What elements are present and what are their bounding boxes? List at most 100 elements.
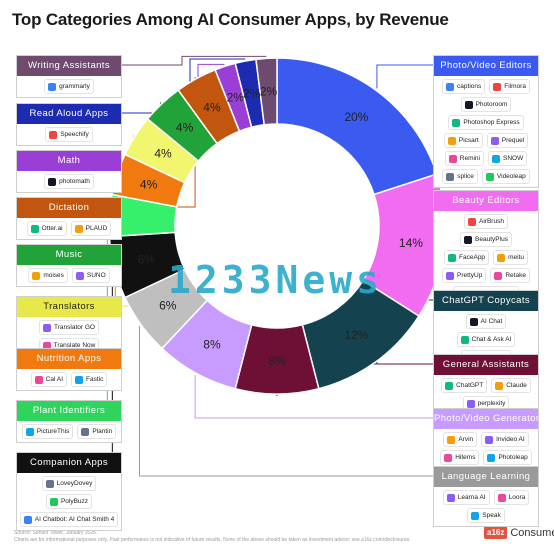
category-title: General Assistants <box>434 355 538 375</box>
app-logo: Picsart <box>443 133 483 148</box>
app-name: Plantin <box>92 428 113 435</box>
category-box-dictation: Dictation Otter.ai PLAUD <box>16 197 122 240</box>
app-icon <box>460 335 469 344</box>
app-icon <box>497 493 506 502</box>
category-apps: Otter.ai PLAUD <box>17 218 121 239</box>
app-name: Chat & Ask AI <box>471 336 512 343</box>
app-logo: SUNO <box>71 268 110 283</box>
app-name: Invideo AI <box>496 436 525 443</box>
app-icon <box>490 136 499 145</box>
slice-label: 4% <box>203 101 221 115</box>
app-icon <box>464 100 473 109</box>
app-icon <box>445 381 454 390</box>
app-logo: moises <box>28 268 68 283</box>
category-apps: Arvin Invideo AI Hitems Photoleap <box>434 429 538 468</box>
category-apps: grammarly <box>17 76 121 97</box>
watermark: 1233News <box>168 258 384 302</box>
app-logo: AI Chat <box>465 314 507 329</box>
app-logo: Photoleap <box>483 450 532 465</box>
app-name: Loora <box>508 494 526 501</box>
app-name: meitu <box>508 254 524 261</box>
slice-label: 20% <box>344 110 368 124</box>
category-title: Writing Assistants <box>17 56 121 76</box>
category-title: Plant Identifiers <box>17 401 121 421</box>
app-icon <box>30 224 39 233</box>
app-name: Fastic <box>86 376 104 383</box>
app-name: Speak <box>482 512 501 519</box>
category-title: Nutrition Apps <box>17 349 121 369</box>
app-name: AI Chatbot: AI Chat Smith 4 <box>34 516 115 523</box>
category-title: Read Aloud Apps <box>17 104 121 124</box>
app-name: grammarly <box>59 83 90 90</box>
app-icon <box>464 235 473 244</box>
app-icon <box>493 82 502 91</box>
slice-label: 4% <box>176 121 194 135</box>
app-logo: PolyBuzz <box>45 494 93 509</box>
app-logo: Chat & Ask AI <box>456 332 516 347</box>
app-name: Retake <box>505 272 526 279</box>
leader-line <box>194 374 433 419</box>
app-logo: AI Chatbot: AI Chat Smith 4 <box>19 512 119 527</box>
app-logo: Claude <box>491 378 531 393</box>
category-apps: moises SUNO <box>17 265 121 286</box>
app-icon <box>448 154 457 163</box>
app-name: SUNO <box>86 272 106 279</box>
category-box-nutrition-apps: Nutrition Apps Cal AI Fastic <box>16 348 122 391</box>
app-icon <box>446 172 455 181</box>
app-icon <box>468 217 477 226</box>
leader-line <box>138 325 433 477</box>
app-icon <box>43 323 52 332</box>
app-icon <box>497 253 506 262</box>
footer-disclaimer: Charts are for informational purposes on… <box>14 537 411 543</box>
app-logo: Videoleap <box>481 169 530 184</box>
app-icon <box>446 493 455 502</box>
app-name: Otter.ai <box>41 225 63 232</box>
app-icon <box>471 511 480 520</box>
app-name: Cal AI <box>45 376 63 383</box>
app-icon <box>49 130 58 139</box>
app-icon <box>444 453 453 462</box>
app-logo: PLAUD <box>70 221 112 236</box>
app-logo: PrettyUp <box>442 268 487 283</box>
app-logo: Speechify <box>45 127 93 142</box>
app-icon <box>466 399 475 408</box>
category-title: Companion Apps <box>17 453 121 473</box>
app-logo: Cal AI <box>30 372 67 387</box>
app-logo: splice <box>442 169 478 184</box>
app-logo: Photoshop Express <box>448 115 524 130</box>
app-icon <box>446 82 455 91</box>
app-name: Claude <box>506 382 527 389</box>
app-icon <box>452 118 461 127</box>
app-name: Photoleap <box>498 454 528 461</box>
app-icon <box>495 381 504 390</box>
app-name: SNOW <box>503 155 524 162</box>
category-box-photo-video-generators: Photo/Video Generators Arvin Invideo AI Hit… <box>433 408 539 469</box>
app-logo: Learna AI <box>442 490 490 505</box>
slice-label: 6% <box>159 298 177 312</box>
app-name: Hitems <box>455 454 476 461</box>
category-apps: Learna AI Loora Speak <box>434 487 538 526</box>
app-logo: meitu <box>493 250 528 265</box>
app-icon <box>34 375 43 384</box>
donut-slice-writing-assistants <box>255 57 278 126</box>
category-box-translators: Translators Translator GO Translate Now <box>16 296 122 357</box>
app-name: Translate Now <box>53 342 96 349</box>
app-icon <box>25 427 34 436</box>
category-box-read-aloud-apps: Read Aloud Apps Speechify <box>16 103 122 146</box>
app-name: LoveyDovey <box>56 480 93 487</box>
footer-source: Source: Sensor Tower, January 2025. <box>14 530 98 536</box>
app-logo: grammarly <box>44 79 94 94</box>
slice-label: 8% <box>268 354 286 368</box>
app-logo: photomath <box>44 174 94 189</box>
slice-label: 2% <box>227 91 245 105</box>
app-name: PolyBuzz <box>60 498 89 505</box>
footer: Source: Sensor Tower, January 2025. Char… <box>14 530 434 544</box>
app-name: ChatGPT <box>456 382 484 389</box>
category-title: Photo/Video Editors <box>434 56 538 76</box>
app-logo: Fastic <box>71 372 108 387</box>
slice-label: 8% <box>203 337 221 351</box>
category-title: Music <box>17 245 121 265</box>
app-logo: Otter.ai <box>26 221 67 236</box>
app-icon <box>485 435 494 444</box>
app-name: Arvin <box>458 436 474 443</box>
